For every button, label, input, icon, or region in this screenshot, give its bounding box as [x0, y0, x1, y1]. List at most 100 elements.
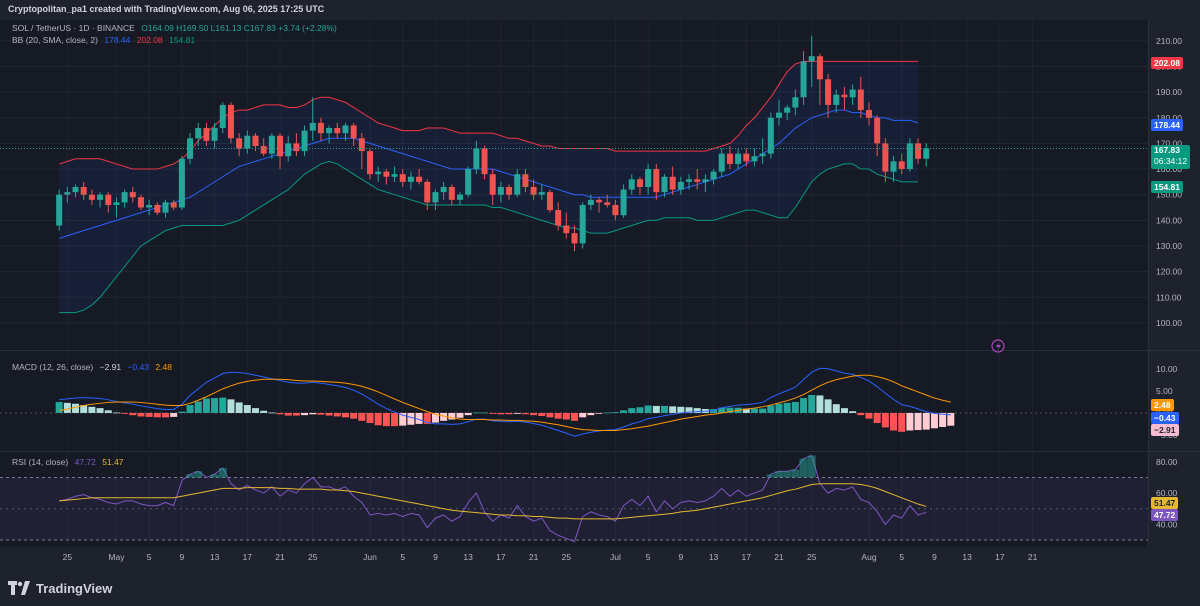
candle-body: [857, 89, 864, 111]
price-tick-label: 180.00: [1156, 113, 1182, 123]
candle-body: [898, 161, 905, 170]
time-tick-label: 25: [807, 552, 817, 562]
macd-tick-label: 10.00: [1156, 364, 1178, 374]
lightning-icon-bolt: [996, 342, 1001, 351]
candle-body: [244, 135, 251, 149]
rsi-value: 47.72: [74, 457, 96, 467]
candle-body: [702, 179, 709, 182]
candle-body: [792, 97, 799, 108]
macd-histogram-bar: [832, 404, 840, 413]
macd-histogram-bar: [571, 412, 579, 421]
candle-body: [776, 112, 783, 118]
macd-histogram-bar: [710, 409, 718, 413]
macd-histogram-bar: [104, 410, 112, 413]
candle-countdown: 06:34:12: [1154, 156, 1188, 166]
candle-body: [906, 143, 913, 170]
candle-body: [538, 192, 545, 195]
candle-body: [506, 187, 513, 195]
candle-body: [334, 128, 341, 134]
rsi-ma-tag: 51.47: [1151, 497, 1179, 509]
candle-body: [710, 171, 717, 180]
time-tick-label: 9: [433, 552, 438, 562]
candle-body: [80, 187, 87, 195]
candle-body: [743, 153, 750, 162]
candle-body: [784, 107, 791, 113]
candle-body: [162, 202, 169, 213]
price-tick-label: 110.00: [1156, 292, 1182, 302]
macd-histogram-bar: [947, 412, 955, 426]
candle-body: [375, 171, 382, 175]
candle-body: [154, 204, 161, 213]
macd-histogram-bar: [783, 402, 791, 413]
candle-body: [661, 176, 668, 193]
time-tick-label: 21: [774, 552, 784, 562]
macd-histogram-bar: [456, 412, 464, 418]
macd-histogram-bar: [808, 394, 816, 413]
price-pane-bg: [0, 20, 1148, 350]
price-tick-label: 120.00: [1156, 267, 1182, 277]
macd-histogram-bar: [178, 411, 186, 413]
macd-histogram-bar: [554, 412, 562, 419]
candle-body: [612, 204, 619, 216]
time-tick-label: 21: [529, 552, 539, 562]
macd-histogram-bar: [881, 412, 889, 428]
macd-histogram-bar: [873, 412, 881, 424]
candle-body: [137, 197, 144, 208]
macd-histogram-bar: [513, 412, 521, 414]
time-tick-label: 5: [646, 552, 651, 562]
candle-body: [170, 202, 177, 208]
macd-histogram-bar: [579, 412, 587, 418]
macd-histogram-bar: [243, 405, 251, 413]
attribution-bar: Cryptopolitan_pa1 created with TradingVi…: [0, 0, 1200, 20]
candle-body: [497, 187, 504, 195]
macd-histogram-bar: [660, 405, 668, 413]
candle-body: [268, 135, 275, 154]
candle-body: [800, 61, 807, 98]
macd-tick-label: 5.00: [1156, 386, 1173, 396]
candle-body: [391, 174, 398, 177]
tradingview-logo[interactable]: TradingView: [8, 578, 112, 598]
macd-histogram-bar: [922, 412, 930, 430]
price-tick-label: 130.00: [1156, 241, 1182, 251]
macd-histogram-bar: [849, 411, 857, 413]
time-tick-label: 5: [899, 552, 904, 562]
price-tick-label: 100.00: [1156, 318, 1182, 328]
candle-body: [555, 210, 562, 226]
macd-histogram-bar: [448, 412, 456, 420]
candle-body: [808, 56, 815, 62]
time-tick-label: 25: [308, 552, 318, 562]
lightning-icon: [991, 339, 1005, 353]
macd-histogram-bar: [538, 412, 546, 417]
macd-histogram-bar: [366, 412, 374, 424]
macd-histogram-bar: [636, 407, 644, 413]
rsi-ma-value: 51.47: [102, 457, 124, 467]
time-tick-label: 17: [243, 552, 253, 562]
macd-line-value: −0.43: [127, 362, 150, 372]
macd-signal-line: [59, 374, 951, 431]
candle-body: [767, 117, 774, 154]
macd-histogram-bar: [890, 412, 898, 431]
symbol-name: SOL / TetherUS · 1D · BINANCE: [12, 23, 135, 33]
chart-area[interactable]: 100.00 110.00 120.00 130.00 140.00 150.00 160.…: [0, 20, 1200, 570]
macd-histogram-bar: [301, 412, 309, 416]
price-tick-label: 140.00: [1156, 215, 1182, 225]
macd-histogram-bar: [800, 398, 808, 413]
chart-svg[interactable]: 100.00 110.00 120.00 130.00 140.00 150.00 160.…: [0, 20, 1200, 570]
candle-body: [416, 176, 423, 182]
time-tick-label: 5: [400, 552, 405, 562]
candle-body: [669, 176, 676, 190]
macd-histogram-bar: [611, 412, 619, 413]
candle-body: [587, 199, 594, 205]
macd-hist-tag: −2.91: [1151, 424, 1179, 436]
macd-histogram-bar: [472, 412, 480, 414]
candle-body: [677, 181, 684, 190]
macd-histogram-bar: [325, 412, 333, 416]
macd-histogram-bar: [669, 406, 677, 413]
candle-body: [342, 125, 349, 134]
price-tick-label: 190.00: [1156, 87, 1182, 97]
candle-body: [882, 143, 889, 172]
time-tick-label: 17: [995, 552, 1005, 562]
price-tick-label: 210.00: [1156, 36, 1182, 46]
macd-histogram-bar: [546, 412, 554, 418]
candle-body: [522, 174, 529, 187]
